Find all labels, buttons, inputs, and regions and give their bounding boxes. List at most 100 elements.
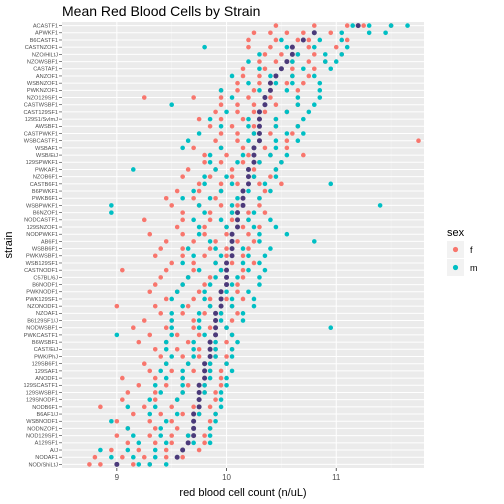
mean-point [311, 30, 317, 36]
mean-point [251, 152, 257, 158]
mean-point [202, 375, 208, 381]
data-point-m [268, 73, 273, 79]
x-tick-label: 10 [222, 473, 231, 482]
y-tick-label: NZONODF1 [27, 304, 58, 310]
data-point-f [284, 145, 290, 151]
data-point-m [191, 188, 196, 194]
data-point-m [109, 203, 114, 208]
data-point-f [185, 303, 191, 309]
data-point-m [196, 311, 202, 316]
data-point-f [147, 433, 153, 438]
data-point-f [301, 80, 306, 86]
data-point-m [229, 181, 235, 187]
data-point-m [163, 361, 169, 366]
data-point-m [251, 131, 257, 136]
data-point-m [224, 382, 229, 388]
data-point-f [207, 325, 213, 331]
mean-point [207, 339, 213, 345]
data-point-f [163, 296, 169, 302]
data-point-f [174, 426, 180, 431]
data-point-f [163, 267, 169, 273]
data-point-f [262, 210, 268, 215]
y-tick-label: ACASTF1 [33, 23, 58, 29]
data-point-m [191, 354, 196, 359]
data-point-f [295, 88, 301, 93]
data-point-f [163, 447, 169, 453]
data-point-f [213, 109, 218, 115]
data-point-f [202, 152, 207, 158]
data-point-m [218, 267, 224, 273]
data-point-f [191, 368, 196, 374]
data-point-f [246, 152, 251, 158]
mean-point [267, 87, 273, 93]
data-point-m [207, 303, 213, 309]
data-point-f [163, 382, 169, 388]
data-point-m [328, 66, 334, 72]
data-point-m [158, 426, 164, 431]
data-point-m [257, 231, 262, 237]
data-point-m [262, 267, 268, 273]
data-point-m [185, 361, 191, 366]
y-tick-label: B6129SF1/J [27, 318, 58, 324]
data-point-m [169, 332, 174, 338]
data-point-m [163, 339, 169, 345]
y-tick-label: ANZOF1 [36, 74, 58, 80]
mean-point [207, 354, 213, 359]
data-point-m [185, 433, 191, 438]
data-point-f [191, 296, 196, 302]
data-point-m [246, 124, 251, 129]
data-point-f [180, 253, 185, 259]
data-point-f [141, 95, 147, 100]
data-point-m [251, 296, 257, 302]
y-tick-label: 129SNODF1 [26, 398, 58, 404]
mean-point [235, 217, 241, 223]
data-point-f [251, 167, 257, 172]
data-point-m [317, 80, 323, 86]
data-point-m [246, 138, 251, 143]
data-point-f [169, 203, 174, 208]
data-point-m [196, 224, 202, 230]
data-point-f [152, 303, 158, 309]
mean-point [240, 188, 246, 194]
data-point-f [131, 411, 136, 417]
mean-point [229, 238, 235, 244]
data-point-f [92, 454, 98, 460]
data-point-m [257, 66, 262, 72]
data-point-m [202, 390, 207, 395]
data-point-f [229, 217, 235, 223]
data-point-f [257, 73, 262, 79]
mean-point [224, 282, 230, 288]
data-point-m [295, 124, 301, 129]
data-point-m [191, 339, 196, 345]
data-point-f [125, 390, 131, 395]
mean-point [218, 303, 224, 309]
data-point-m [180, 195, 185, 201]
data-point-f [290, 66, 295, 72]
data-point-f [207, 174, 213, 179]
data-point-f [180, 246, 185, 251]
mean-point [191, 425, 197, 431]
mean-point [196, 404, 202, 410]
data-point-m [317, 88, 323, 93]
mean-point [191, 418, 197, 424]
data-point-m [312, 102, 317, 108]
data-point-f [273, 102, 279, 108]
y-tick-label: NODNZOF1 [27, 426, 58, 432]
data-point-m [257, 239, 262, 244]
data-point-f [136, 447, 142, 453]
x-tick-label: 11 [332, 473, 341, 482]
data-point-f [185, 339, 191, 345]
y-tick-label: WSB/EiJ [36, 153, 58, 159]
data-point-f [416, 138, 421, 143]
data-point-f [180, 354, 185, 359]
data-point-f [251, 109, 257, 115]
data-point-m [339, 30, 345, 36]
data-point-f [169, 440, 174, 446]
data-point-m [322, 59, 328, 64]
data-point-m [185, 138, 191, 143]
data-point-f [180, 311, 185, 316]
data-point-m [207, 426, 213, 431]
data-point-f [251, 88, 257, 93]
data-point-f [235, 181, 240, 187]
data-point-f [218, 382, 224, 388]
